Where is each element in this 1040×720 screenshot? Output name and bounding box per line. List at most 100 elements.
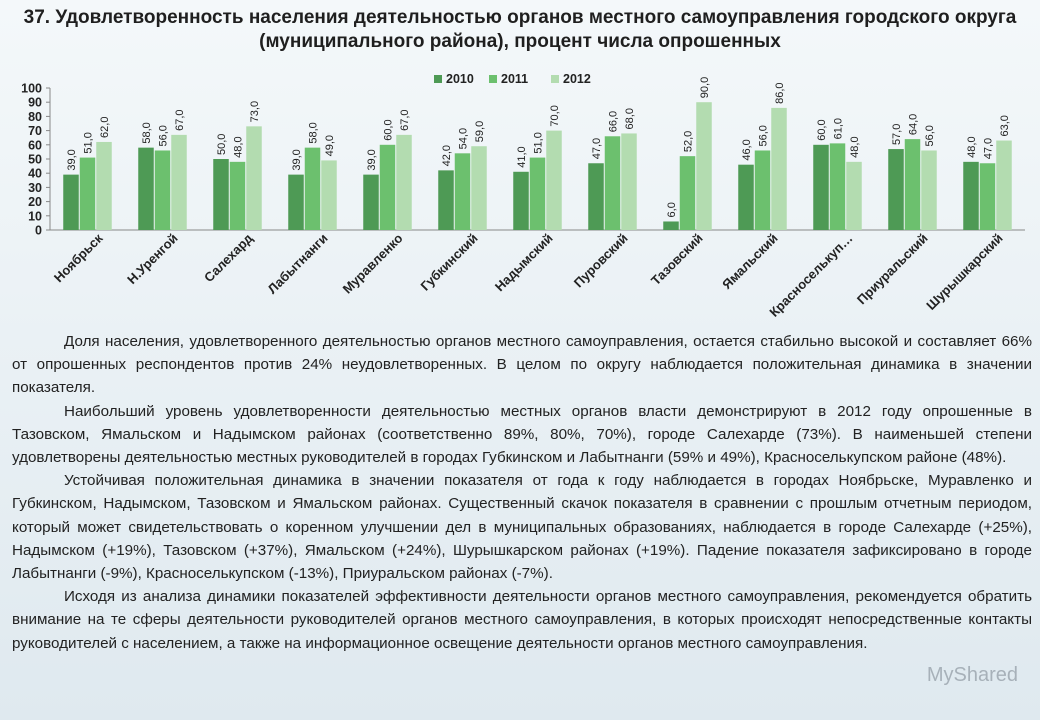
data-label: 49,0	[324, 135, 336, 156]
legend-swatch	[434, 75, 442, 83]
category-label: Тазовский	[648, 231, 706, 289]
data-label: 73,0	[249, 101, 261, 122]
data-label: 52,0	[683, 131, 695, 152]
bar	[213, 159, 229, 230]
legend-swatch	[551, 75, 559, 83]
data-label: 64,0	[908, 114, 920, 135]
category-label: Лабытнанги	[264, 231, 330, 297]
category-label: Шурышкарский	[923, 231, 1005, 313]
category-label: Муравленко	[340, 230, 406, 296]
data-label: 59,0	[474, 121, 486, 142]
y-tick-label: 20	[28, 195, 42, 209]
bar	[471, 146, 487, 230]
y-tick-label: 40	[28, 167, 42, 181]
bar	[921, 150, 937, 230]
y-tick-label: 70	[28, 124, 42, 138]
bar	[379, 144, 396, 230]
legend-entry: 2010	[446, 72, 474, 86]
bar	[546, 130, 562, 230]
legend-swatch	[489, 75, 497, 83]
y-tick-label: 90	[28, 96, 42, 110]
data-label: 86,0	[774, 82, 786, 103]
paragraph-1: Доля населения, удовлетворенного деятель…	[12, 333, 1032, 397]
data-label: 57,0	[891, 124, 903, 145]
bar	[288, 174, 304, 230]
data-label: 42,0	[441, 145, 453, 166]
bar	[754, 150, 771, 230]
bar	[663, 221, 679, 230]
bar	[63, 174, 79, 230]
data-label: 6,0	[666, 202, 678, 217]
bar	[96, 141, 112, 230]
data-label: 47,0	[983, 138, 995, 159]
bar	[904, 139, 921, 230]
data-label: 46,0	[741, 139, 753, 160]
y-tick-label: 50	[28, 153, 42, 167]
bar	[996, 140, 1012, 230]
category-label: Н.Уренгой	[124, 231, 180, 287]
data-label: 56,0	[758, 125, 770, 146]
data-label: 90,0	[699, 77, 711, 98]
data-label: 47,0	[591, 138, 603, 159]
data-label: 41,0	[516, 146, 528, 167]
data-label: 48,0	[966, 136, 978, 157]
bar	[888, 149, 904, 230]
bar	[963, 161, 979, 230]
category-label: Приуральский	[854, 231, 931, 308]
bar	[154, 150, 171, 230]
category-label: Пуровский	[571, 231, 631, 291]
data-label: 66,0	[608, 111, 620, 132]
y-tick-label: 80	[28, 110, 42, 124]
bar	[621, 133, 637, 230]
bar	[829, 143, 846, 230]
bar	[529, 157, 546, 230]
data-label: 68,0	[624, 108, 636, 129]
bar	[679, 156, 696, 230]
bar	[138, 147, 154, 230]
bar	[438, 170, 454, 230]
bar	[846, 161, 862, 230]
bar	[979, 163, 996, 230]
category-label: Красноселькуп…	[766, 231, 855, 320]
bar	[454, 153, 471, 230]
paragraph-3: Устойчивая положительная динамика в знач…	[12, 472, 1032, 583]
category-label: Ноябрьск	[51, 230, 106, 285]
bar	[771, 107, 787, 230]
bar	[696, 102, 712, 230]
data-label: 51,0	[83, 132, 95, 153]
data-label: 50,0	[216, 134, 228, 155]
bar	[604, 136, 621, 230]
bar	[229, 161, 246, 230]
bar	[588, 163, 604, 230]
y-tick-label: 60	[28, 138, 42, 152]
data-label: 67,0	[174, 109, 186, 130]
data-label: 60,0	[383, 119, 395, 140]
bar	[171, 134, 187, 230]
data-label: 56,0	[158, 125, 170, 146]
bar	[321, 160, 337, 230]
body-text: Доля населения, удовлетворенного деятель…	[12, 330, 1032, 655]
data-label: 48,0	[233, 136, 245, 157]
bar	[363, 174, 379, 230]
category-label: Салехард	[201, 230, 256, 285]
legend-entry: 2012	[563, 72, 591, 86]
data-label: 61,0	[833, 118, 845, 139]
data-label: 56,0	[924, 125, 936, 146]
data-label: 51,0	[533, 132, 545, 153]
category-label: Надымский	[492, 231, 556, 295]
data-label: 63,0	[999, 115, 1011, 136]
watermark: MyShared	[926, 664, 1018, 686]
data-label: 39,0	[291, 149, 303, 170]
bar	[79, 157, 96, 230]
bar	[246, 126, 262, 230]
data-label: 39,0	[366, 149, 378, 170]
category-label: Губкинский	[418, 231, 481, 294]
data-label: 54,0	[458, 128, 470, 149]
data-label: 62,0	[99, 117, 111, 138]
category-label: Ямальский	[719, 231, 781, 293]
bar	[304, 147, 321, 230]
y-tick-label: 30	[28, 181, 42, 195]
data-label: 48,0	[849, 136, 861, 157]
y-tick-label: 0	[35, 224, 42, 238]
